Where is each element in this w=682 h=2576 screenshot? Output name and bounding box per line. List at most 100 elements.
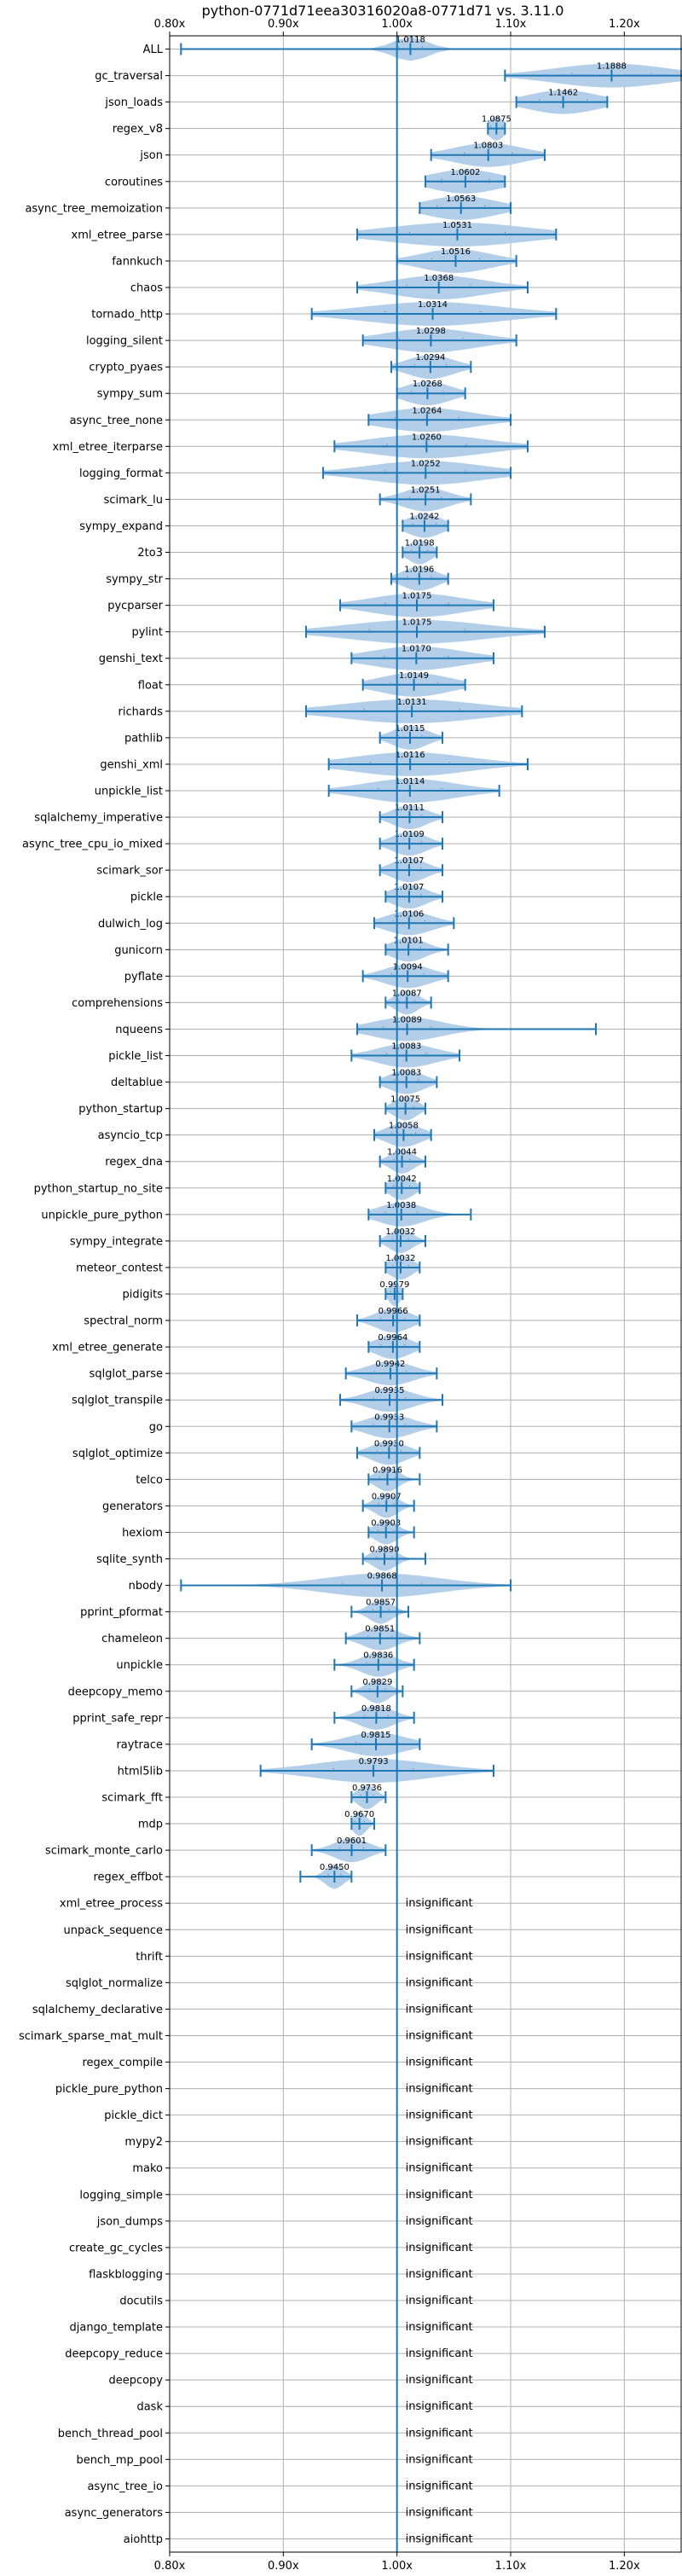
benchmark-row: pickle 1.0107 <box>130 883 443 909</box>
benchmark-label: pidigits <box>123 1289 164 1302</box>
rows-layer: ALL 1.0118 gc_traversal 1.1888 json_loads 1.1… <box>19 36 682 2546</box>
benchmark-label: logging_simple <box>79 2189 163 2202</box>
value-label: 1.0094 <box>393 962 423 972</box>
benchmark-row: dulwich_log 1.0106 <box>98 909 455 936</box>
value-label: 1.0038 <box>386 1201 416 1210</box>
value-label: 0.9964 <box>378 1333 407 1343</box>
insignificant-label: insignificant <box>406 2029 473 2042</box>
benchmark-label: dulwich_log <box>98 918 163 931</box>
insignificant-label: insignificant <box>406 2109 473 2122</box>
benchmark-row: async_tree_none 1.0264 <box>70 406 512 432</box>
value-label: 1.0089 <box>392 1015 422 1024</box>
value-label: 1.0294 <box>415 353 445 363</box>
benchmark-row: go 0.9933 <box>149 1413 438 1439</box>
insignificant-label: insignificant <box>406 2321 473 2334</box>
benchmark-label: nbody <box>129 1580 164 1593</box>
benchmark-row: sqlglot_parse 0.9942 <box>90 1360 438 1386</box>
benchmark-label: unpickle_list <box>95 786 163 798</box>
benchmark-row: regex_dna 1.0044 <box>105 1148 426 1174</box>
benchmark-row: pathlib 1.0115 <box>124 724 443 750</box>
benchmark-row: deepcopy_memo 0.9829 <box>68 1678 404 1703</box>
value-label: 1.1462 <box>548 89 578 98</box>
benchmark-label: sqlglot_parse <box>90 1368 163 1381</box>
insignificant-label: insignificant <box>406 1976 473 1989</box>
benchmark-label: deepcopy_reduce <box>65 2348 163 2361</box>
benchmark-label: comprehensions <box>72 997 163 1010</box>
value-label: 1.0175 <box>402 592 432 601</box>
value-label: 1.0107 <box>394 883 424 892</box>
benchmark-label: bench_mp_pool <box>76 2454 163 2467</box>
value-label: 1.0198 <box>405 539 435 548</box>
value-label: 1.0268 <box>413 380 442 389</box>
benchmark-label: float <box>138 679 163 692</box>
benchmark-label: sqlglot_transpile <box>72 1395 163 1407</box>
value-label: 0.9979 <box>379 1280 409 1290</box>
benchmark-label: scimark_lu <box>104 494 163 507</box>
value-label: 0.9890 <box>370 1546 400 1555</box>
benchmark-row: fannkuch 1.0516 <box>112 247 517 273</box>
value-label: 0.9942 <box>375 1360 405 1369</box>
benchmark-label: python_startup <box>78 1103 163 1116</box>
insignificant-label: insignificant <box>406 2057 473 2069</box>
benchmark-label: deepcopy <box>108 2375 163 2387</box>
benchmark-label: scimark_fft <box>101 1792 163 1805</box>
benchmark-label: meteor_contest <box>76 1262 163 1274</box>
benchmark-row: mdp 0.9670 <box>138 1810 375 1836</box>
benchmark-label: async_tree_io <box>87 2480 163 2493</box>
benchmark-label: chameleon <box>101 1633 163 1645</box>
insignificant-label: insignificant <box>406 2189 473 2202</box>
value-label: 0.9829 <box>362 1678 392 1687</box>
value-label: 1.0115 <box>396 724 425 734</box>
benchmark-row: scimark_lu 1.0251 <box>104 485 472 512</box>
benchmark-label: scimark_sparse_mat_mult <box>19 2030 163 2043</box>
value-label: 0.9670 <box>344 1810 374 1819</box>
benchmark-row: unpickle_list 1.0114 <box>95 777 500 803</box>
value-label: 1.0131 <box>397 698 427 707</box>
benchmark-row: pickle_list 1.0083 <box>108 1042 460 1068</box>
value-label: 1.0516 <box>441 247 471 257</box>
benchmark-label: unpack_sequence <box>63 1924 163 1937</box>
benchmark-row: chaos 1.0368 <box>130 274 529 299</box>
benchmark-row: crypto_pyaes 1.0294 <box>89 353 472 380</box>
benchmark-label: logging_format <box>79 467 163 480</box>
benchmark-row: xml_etree_iterparse 1.0260 <box>52 432 529 459</box>
value-label: 1.0803 <box>473 142 503 151</box>
benchmark-row: html5lib 0.9793 <box>118 1757 494 1783</box>
value-label: 0.9935 <box>375 1386 405 1395</box>
value-label: 1.0314 <box>418 300 448 310</box>
value-label: 0.9836 <box>363 1651 393 1661</box>
benchmark-row: meteor_contest 1.0032 <box>76 1254 421 1279</box>
insignificant-label: insignificant <box>406 2400 473 2413</box>
benchmark-row: deltablue 1.0083 <box>111 1069 438 1094</box>
benchmark-row: comprehensions 1.0087 <box>72 989 432 1015</box>
benchmark-row: gunicorn 1.0101 <box>114 936 449 962</box>
benchmark-label: sympy_sum <box>97 388 163 401</box>
benchmark-row: xml_etree_parse 1.0531 <box>72 221 558 247</box>
benchmark-label: xml_etree_process <box>60 1898 163 1911</box>
benchmark-row: regex_compile insignificant <box>82 2057 472 2070</box>
value-label: 1.0116 <box>396 751 425 760</box>
value-label: 1.0149 <box>399 671 429 681</box>
benchmark-row: pidigits 0.9979 <box>123 1280 409 1306</box>
benchmark-label: coroutines <box>105 176 163 189</box>
insignificant-label: insignificant <box>406 2427 473 2440</box>
value-label: 1.0260 <box>412 432 442 442</box>
benchmark-label: json_loads <box>104 96 163 109</box>
chart-title: python-0771d71eea30316020a8-0771d71 vs. … <box>202 3 564 19</box>
benchmark-row: mypy2 insignificant <box>124 2136 472 2150</box>
benchmark-row: pprint_safe_repr 0.9818 <box>72 1704 415 1730</box>
benchmark-label: gc_traversal <box>95 70 163 83</box>
benchmark-label: pickle_list <box>108 1050 163 1063</box>
insignificant-label: insignificant <box>406 1950 473 1963</box>
insignificant-label: insignificant <box>406 1923 473 1936</box>
benchmark-label: mypy2 <box>124 2136 163 2149</box>
insignificant-label: insignificant <box>406 2532 473 2545</box>
insignificant-label: insignificant <box>406 2083 473 2096</box>
benchmark-label: sqlglot_normalize <box>66 1977 163 1990</box>
value-label: 0.9851 <box>365 1625 395 1634</box>
benchmark-label: xml_etree_iterparse <box>52 441 163 454</box>
benchmark-row: json_dumps insignificant <box>96 2215 473 2229</box>
benchmark-label: telco <box>136 1474 163 1487</box>
value-label: 1.0264 <box>412 406 442 415</box>
benchmark-label: async_tree_memoization <box>25 202 163 215</box>
